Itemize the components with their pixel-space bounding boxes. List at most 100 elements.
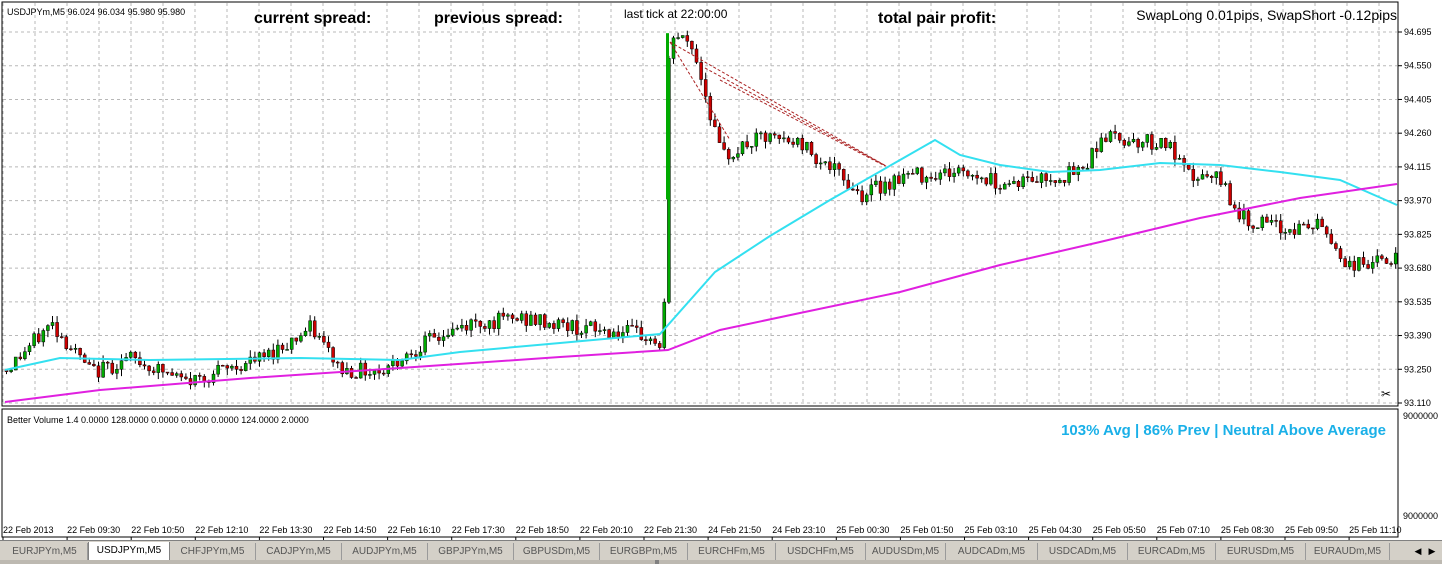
- candle-body: [690, 40, 694, 50]
- candle-body: [662, 301, 667, 348]
- candle-body: [478, 320, 483, 327]
- tab-audjpym-m5[interactable]: AUDJPYm,M5: [342, 543, 428, 560]
- candle-body: [1338, 248, 1343, 259]
- price-label: 93.110: [1404, 398, 1431, 408]
- candle-body: [1260, 216, 1265, 228]
- candle-body: [13, 356, 18, 371]
- tab-gbpjpym-m5[interactable]: GBPJPYm,M5: [428, 543, 514, 560]
- candle-body: [823, 161, 828, 164]
- candle-body: [538, 314, 542, 325]
- tab-cadjpym-m5[interactable]: CADJPYm,M5: [256, 543, 342, 560]
- horizontal-scrollbar[interactable]: [0, 560, 1442, 564]
- candle-body: [1035, 181, 1039, 183]
- tab-scroll-right-icon[interactable]: ▶: [1428, 546, 1436, 556]
- tab-eurchfm-m5[interactable]: EURCHFm,M5: [688, 543, 776, 560]
- candle-body: [119, 360, 124, 370]
- candle-body: [248, 356, 253, 364]
- candle-body: [1168, 141, 1173, 149]
- candle-body: [1131, 138, 1136, 143]
- candle-body: [657, 343, 662, 348]
- time-label: 25 Feb 04:30: [1029, 525, 1082, 535]
- total-profit-label: total pair profit:: [878, 10, 996, 27]
- candle-body: [414, 354, 418, 357]
- time-label: 22 Feb 17:30: [452, 525, 505, 535]
- tab-audusdm-m5[interactable]: AUDUSDm,M5: [866, 543, 946, 560]
- candle-body: [18, 356, 23, 359]
- candle-body: [409, 353, 414, 356]
- candle-body: [294, 337, 299, 342]
- candle-body: [1214, 171, 1219, 178]
- candle-body: [50, 322, 55, 326]
- chart-window[interactable]: USDJPYm,M5 96.024 96.034 95.980 95.980 c…: [0, 0, 1442, 540]
- candle-body: [340, 362, 345, 375]
- candle-body: [851, 188, 855, 191]
- previous-spread-label: previous spread:: [434, 10, 563, 27]
- candle-body: [331, 347, 335, 363]
- candle-body: [285, 349, 289, 351]
- candle-body: [713, 119, 717, 127]
- candle-body: [41, 330, 46, 343]
- tab-chfjpym-m5[interactable]: CHFJPYm,M5: [170, 543, 256, 560]
- ma-fast-line: [4, 138, 1398, 371]
- candle-body: [510, 314, 515, 319]
- candle-body: [1242, 210, 1246, 220]
- candle-body: [1058, 179, 1062, 183]
- candle-body: [1352, 260, 1357, 271]
- candle-body: [1334, 243, 1338, 249]
- candle-body: [377, 370, 381, 374]
- candle-body: [1150, 134, 1154, 150]
- candle-body: [717, 126, 722, 143]
- candle-body: [846, 179, 851, 190]
- tab-audcadm-m5[interactable]: AUDCADm,M5: [946, 543, 1038, 560]
- candle-body: [832, 163, 837, 170]
- tab-gbpusdm-m5[interactable]: GBPUSDm,M5: [514, 543, 600, 560]
- tab-eurusdm-m5[interactable]: EURUSDm,M5: [1216, 543, 1306, 560]
- candle-body: [59, 336, 64, 338]
- candle-body: [225, 365, 230, 369]
- tab-usdcadm-m5[interactable]: USDCADm,M5: [1038, 543, 1128, 560]
- candle-body: [36, 333, 41, 343]
- tab-eurcadm-m5[interactable]: EURCADm,M5: [1128, 543, 1216, 560]
- candle-body: [1067, 166, 1071, 183]
- candle-body: [639, 327, 644, 340]
- candle-body: [1205, 174, 1209, 177]
- candle-body: [262, 352, 266, 357]
- candle-body: [722, 142, 726, 150]
- candle-body: [303, 330, 308, 336]
- candle-body: [179, 373, 184, 378]
- candle-body: [299, 335, 303, 342]
- candle-body: [625, 325, 630, 333]
- scrollbar-thumb[interactable]: [655, 560, 659, 564]
- price-chart[interactable]: USDJPYm,M5 96.024 96.034 95.980 95.980 c…: [0, 0, 1442, 540]
- candle-body: [653, 338, 657, 344]
- tab-eurgbpm-m5[interactable]: EURGBPm,M5: [600, 543, 688, 560]
- candle-body: [1140, 142, 1145, 148]
- tab-eurjpym-m5[interactable]: EURJPYm,M5: [2, 543, 88, 560]
- tab-usdjpym-m5[interactable]: USDJPYm,M5: [88, 542, 170, 561]
- candle-body: [1315, 218, 1320, 229]
- scissors-icon[interactable]: ✂: [1381, 387, 1391, 401]
- candle-body: [1085, 167, 1090, 170]
- candle-body: [680, 35, 685, 38]
- candle-body: [1108, 131, 1113, 142]
- price-label: 93.970: [1404, 196, 1432, 206]
- candle-body: [464, 325, 469, 331]
- candle-body: [423, 335, 427, 353]
- tab-usdchfm-m5[interactable]: USDCHFm,M5: [776, 543, 866, 560]
- tab-scroll-left-icon[interactable]: ◀: [1414, 546, 1422, 556]
- candle-body: [9, 369, 13, 372]
- candle-body: [110, 362, 115, 374]
- candle-body: [818, 162, 823, 165]
- tab-euraudm-m5[interactable]: EURAUDm,M5: [1306, 543, 1390, 560]
- time-label: 22 Feb 12:10: [195, 525, 248, 535]
- candle-body: [763, 132, 768, 142]
- candle-body: [1329, 233, 1334, 244]
- candle-body: [740, 141, 745, 155]
- candle-body: [878, 180, 883, 194]
- candle-body: [1324, 226, 1329, 235]
- candle-body: [943, 168, 947, 174]
- candle-body: [105, 361, 110, 364]
- candle-body: [1219, 171, 1223, 185]
- candle-body: [23, 351, 27, 359]
- candle-body: [837, 163, 841, 170]
